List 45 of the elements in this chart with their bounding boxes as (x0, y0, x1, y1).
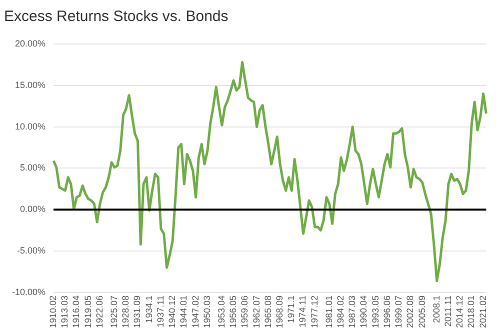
y-tick-label: -5.00% (16, 246, 46, 256)
x-tick-label: 1999.07 (394, 295, 404, 328)
x-tick-label: 1925.07 (108, 295, 119, 328)
x-tick-label: 1965.08 (262, 295, 273, 328)
x-tick-label: 1990.04 (358, 295, 369, 328)
x-tick-label: 1913.03 (60, 295, 70, 328)
x-tick-label: 2014.12 (454, 295, 465, 328)
x-tick-label: 1981.01 (324, 295, 334, 328)
x-tick-label: 1968.09 (274, 295, 285, 328)
x-tick-label: 1931.09 (132, 295, 142, 328)
x-tick-label: 1987.03 (347, 295, 358, 328)
x-tick-label: 1910.02 (48, 295, 58, 328)
x-tick-label: 1959.06 (240, 295, 250, 328)
x-tick-label: 2008.1 (431, 295, 442, 323)
x-tick-label: 2021.02 (478, 295, 488, 328)
x-tick-label: 2005.09 (416, 295, 427, 328)
x-tick-label: 1944.01 (178, 295, 189, 328)
x-tick-label: 1962.07 (251, 295, 262, 328)
chart-title: Excess Returns Stocks vs. Bonds (4, 8, 228, 26)
x-tick-label: 1934.1 (144, 295, 154, 323)
x-tick-label: 1928.08 (120, 295, 131, 328)
x-tick-label: 1996.06 (382, 295, 392, 328)
x-tick-label: 2002.08 (405, 295, 416, 328)
x-tick-label: 1977.12 (309, 295, 320, 328)
y-tick-label: 20.00% (14, 38, 46, 48)
x-tick-label: 2018.01 (466, 295, 476, 328)
x-tick-label: 1974.11 (298, 295, 308, 328)
y-tick-label: 15.00% (14, 80, 46, 90)
x-tick-label: 1947.02 (190, 295, 200, 328)
x-tick-label: 1993.05 (370, 295, 380, 328)
y-tick-label: 5.00% (20, 162, 46, 173)
y-tick-label: 0.00% (20, 204, 46, 214)
x-tick-label: 1971.1 (286, 295, 296, 323)
x-tick-label: 1956.05 (228, 295, 238, 328)
y-tick-label: 10.00% (14, 121, 46, 132)
x-tick-label: 1937.11 (155, 295, 166, 328)
x-tick-label: 2011.11 (442, 295, 453, 327)
x-tick-label: 1940.12 (167, 295, 178, 328)
x-tick-label: 1950.03 (202, 295, 212, 328)
x-tick-label: 1916.04 (71, 295, 82, 328)
x-tick-label: 1984.02 (335, 295, 346, 328)
y-tick-label: -10.00% (12, 286, 46, 297)
x-tick-label: 1922.06 (94, 295, 104, 328)
x-tick-label: 1919.05 (82, 295, 93, 328)
x-tick-label: 1953.04 (216, 295, 226, 328)
